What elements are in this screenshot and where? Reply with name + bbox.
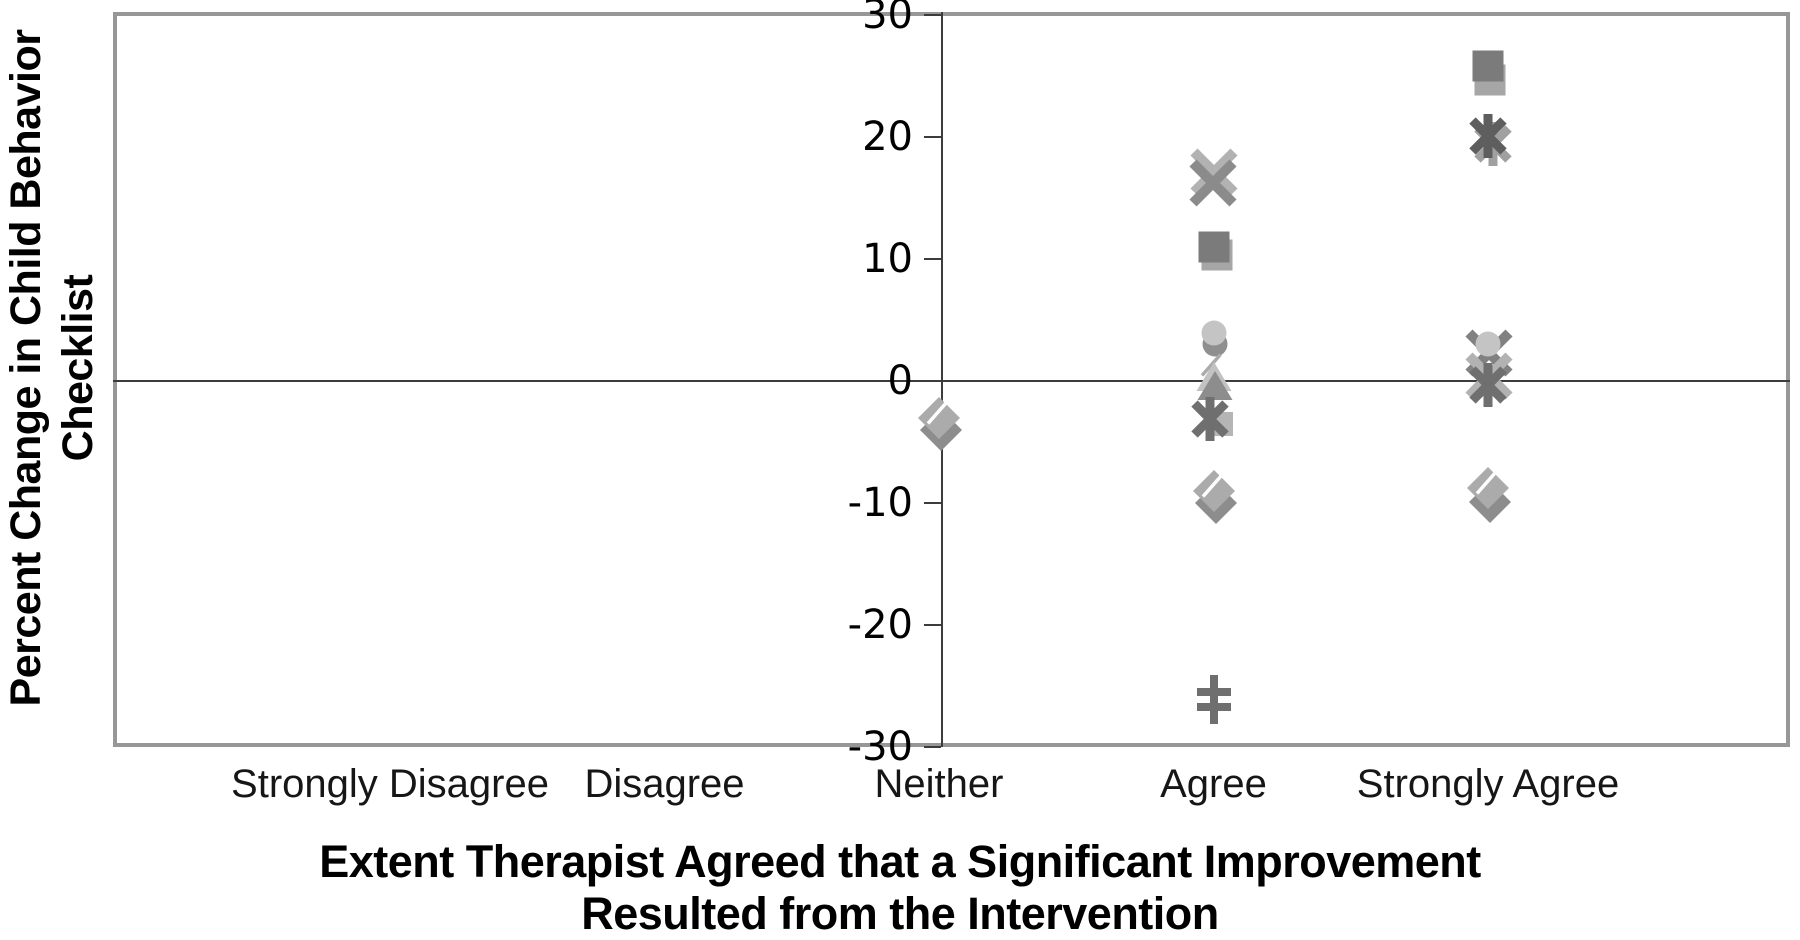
data-point-circle <box>1201 320 1226 346</box>
x-tick-label: Strongly Disagree <box>231 762 549 806</box>
x-tick-label: Agree <box>1160 762 1267 806</box>
y-tick-label: 20 <box>862 114 913 160</box>
y-axis-title-line1: Percent Change in Child Behavior <box>2 29 50 707</box>
data-point-circle <box>1475 331 1501 357</box>
data-point-triangle <box>1197 370 1232 400</box>
y-axis-tick <box>924 746 941 748</box>
y-axis-tick <box>924 502 941 504</box>
y-tick-label: -10 <box>847 480 913 526</box>
y-axis-tick <box>924 258 941 260</box>
data-point-slash <box>1201 474 1223 498</box>
y-axis-tick <box>924 14 941 16</box>
data-point-asterisk <box>1469 362 1507 407</box>
data-point-x <box>1189 148 1238 196</box>
y-tick-label: 10 <box>862 236 913 282</box>
y-axis-tick <box>924 624 941 626</box>
x-axis-title-line2: Resulted from the Intervention <box>581 888 1219 939</box>
data-point-plus <box>1196 689 1231 724</box>
data-point-x <box>1188 159 1237 207</box>
data-point-diamond <box>1467 467 1509 510</box>
y-axis-title-line2: Checklist <box>54 274 102 462</box>
y-tick-label: 30 <box>862 0 913 38</box>
x-tick-label: Disagree <box>584 762 745 806</box>
data-point-slash <box>1475 471 1497 496</box>
data-point-square <box>1472 50 1504 82</box>
y-axis-title: Percent Change in Child Behavior Checkli… <box>0 0 104 750</box>
data-point-slash <box>926 401 948 425</box>
plot-area: 30 20 10 0 -10 -20 -30 <box>113 0 1790 767</box>
y-axis-line <box>941 12 943 747</box>
data-point-slash <box>1200 353 1222 377</box>
data-point-diamond <box>918 396 960 439</box>
x-tick-label: Strongly Agree <box>1356 762 1620 806</box>
data-point-asterisk <box>1190 396 1229 441</box>
y-tick-label: -20 <box>847 602 913 648</box>
data-point-asterisk <box>1469 113 1507 158</box>
data-point-diamond <box>1192 469 1235 512</box>
y-axis-tick <box>924 136 941 138</box>
x-axis-title-line1: Extent Therapist Agreed that a Significa… <box>319 836 1481 887</box>
y-tick-label: 0 <box>887 358 913 404</box>
zero-line <box>113 380 1790 382</box>
x-tick-label: Neither <box>874 762 1004 806</box>
y-axis-tick <box>924 380 941 382</box>
y-tick-label: -30 <box>847 724 913 770</box>
data-point-square <box>1198 231 1229 263</box>
